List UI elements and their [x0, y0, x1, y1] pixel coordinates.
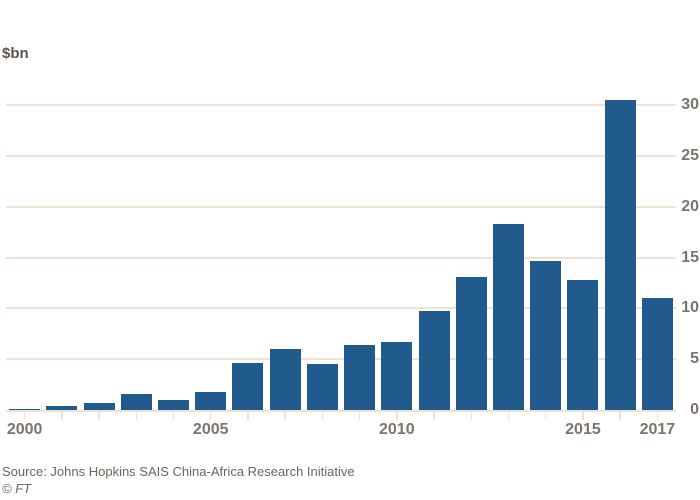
bar-2016: [604, 99, 636, 410]
x-axis-tick-2017: [656, 412, 659, 420]
x-axis-tick-2010: [396, 412, 398, 420]
bar-2012: [455, 276, 487, 410]
y-axis-tick-label-10: 10: [681, 299, 699, 317]
bar-2015: [567, 279, 599, 410]
y-axis-tick-label-25: 25: [681, 146, 699, 164]
bar-2013: [493, 223, 524, 410]
bar-2017: [641, 298, 673, 410]
gridline-25: [6, 154, 676, 157]
x-axis-tick-2007: [284, 412, 286, 420]
x-axis-tick-2004: [172, 412, 175, 420]
x-axis-tick-2013: [507, 412, 510, 420]
x-axis-year-label-2005: 2005: [192, 421, 229, 438]
x-axis-year-label-2017: 2017: [639, 421, 676, 438]
bar-2004: [158, 399, 189, 410]
x-axis-tick-2012: [470, 412, 473, 420]
x-axis-tick-2009: [358, 412, 361, 420]
y-axis-tick-label-5: 5: [690, 350, 699, 368]
x-axis-year-label-2010: 2010: [379, 421, 415, 438]
y-axis-tick-label-20: 20: [681, 197, 699, 215]
bar-2006: [232, 363, 264, 410]
y-axis-tick-label-15: 15: [681, 248, 699, 266]
y-axis: 0 5 10 15 20 25 30: [676, 0, 700, 420]
gridline-30: [6, 104, 676, 106]
bar-2003: [120, 393, 152, 410]
bar-2000: [9, 408, 41, 410]
x-axis-tick-2015: [582, 412, 584, 420]
x-axis-tick-2005: [209, 412, 212, 420]
x-axis-tick-2016: [619, 412, 621, 420]
bar-2011: [418, 311, 450, 410]
gridline-20: [6, 205, 676, 208]
x-axis-baseline: [6, 410, 676, 412]
unit-label: $bn: [2, 45, 29, 62]
bar-2002: [83, 403, 115, 410]
bar-2009: [344, 344, 376, 410]
x-axis-tick-2006: [247, 412, 249, 420]
gridline-5: [6, 358, 676, 361]
bar-2010: [381, 341, 413, 410]
y-axis-tick-label-30: 30: [681, 96, 699, 113]
bar-2014: [530, 260, 562, 410]
x-axis-tick-2001: [61, 412, 63, 420]
ft-credit: © FT: [2, 481, 32, 496]
x-axis-year-label-2015: 2015: [565, 421, 601, 438]
x-axis-tick-2000: [23, 412, 26, 420]
bar-2005: [195, 391, 227, 410]
bar-2008: [306, 364, 338, 410]
source-text: Source: Johns Hopkins SAIS China-Africa …: [2, 464, 355, 479]
bar-2007: [269, 349, 301, 410]
x-axis-year-label-2000: 2000: [6, 421, 43, 438]
x-axis-tick-2008: [321, 412, 324, 420]
plot-area: [6, 0, 676, 412]
x-axis-tick-2011: [433, 412, 435, 420]
gridline-15: [6, 256, 676, 259]
x-axis-tick-2002: [98, 412, 100, 420]
x-axis-tick-2014: [544, 412, 547, 420]
x-axis: 2000 2005 2010 2015 2017: [6, 412, 676, 442]
x-axis-tick-2003: [135, 412, 138, 420]
y-axis-tick-label-0: 0: [690, 401, 699, 418]
bar-2001: [46, 406, 78, 410]
gridline-10: [6, 307, 676, 310]
